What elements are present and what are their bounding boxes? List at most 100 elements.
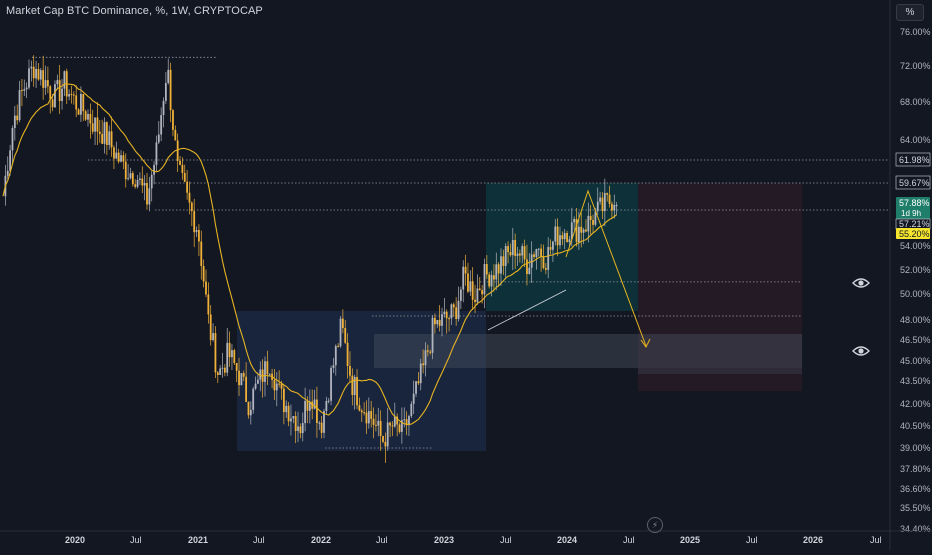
price-tick-label: 42.00% bbox=[900, 399, 931, 409]
candle bbox=[61, 88, 63, 102]
candle bbox=[542, 256, 545, 269]
candle bbox=[500, 256, 502, 274]
price-tick-label: 35.50% bbox=[900, 503, 931, 513]
candle bbox=[462, 266, 465, 290]
candle bbox=[167, 69, 170, 84]
candle bbox=[235, 363, 238, 371]
candle bbox=[301, 423, 304, 434]
ma-value-box bbox=[896, 228, 930, 239]
candle bbox=[351, 375, 354, 395]
year-label: 2020 bbox=[65, 535, 85, 545]
candle bbox=[589, 215, 592, 221]
candle bbox=[162, 100, 165, 116]
candle bbox=[431, 317, 434, 353]
candle bbox=[21, 90, 23, 92]
candle bbox=[294, 416, 297, 431]
candle bbox=[436, 319, 439, 325]
candle bbox=[122, 155, 125, 162]
candle bbox=[129, 173, 132, 179]
candle bbox=[507, 246, 509, 253]
support-zone-box bbox=[374, 334, 802, 368]
candle bbox=[495, 264, 498, 280]
candle bbox=[108, 131, 111, 145]
candle bbox=[35, 68, 37, 79]
candle bbox=[54, 84, 56, 108]
candle bbox=[280, 383, 283, 389]
candle bbox=[13, 115, 16, 128]
candle bbox=[457, 300, 460, 319]
candle bbox=[148, 188, 151, 205]
candle bbox=[417, 381, 420, 384]
candle bbox=[77, 109, 80, 115]
candle bbox=[273, 380, 276, 391]
eye-icon[interactable] bbox=[852, 345, 870, 357]
price-tick-label: 76.00% bbox=[900, 27, 931, 37]
candle bbox=[94, 117, 96, 132]
candle bbox=[316, 399, 318, 423]
candle bbox=[511, 240, 514, 256]
candle bbox=[429, 351, 432, 353]
candle bbox=[84, 111, 87, 120]
year-label: 2022 bbox=[311, 535, 331, 545]
candle bbox=[613, 205, 616, 211]
candle bbox=[580, 226, 583, 233]
candle bbox=[502, 256, 505, 266]
chart-title: Market Cap BTC Dominance, %, 1W, CRYPTOC… bbox=[6, 5, 263, 17]
candle bbox=[131, 173, 134, 185]
candle bbox=[200, 241, 203, 267]
candle bbox=[434, 317, 436, 325]
candle bbox=[533, 254, 535, 258]
price-tick-label: 45.00% bbox=[900, 356, 931, 366]
candle bbox=[389, 422, 391, 426]
eye-icon[interactable] bbox=[852, 277, 870, 289]
price-label-57-21: 57.21% bbox=[899, 219, 930, 229]
candle bbox=[582, 229, 585, 233]
candle bbox=[188, 192, 191, 203]
candle bbox=[341, 318, 344, 329]
price-tick-label: 46.50% bbox=[900, 335, 931, 345]
candle bbox=[330, 367, 332, 401]
price-tick-label: 40.50% bbox=[900, 421, 931, 431]
candle bbox=[459, 289, 462, 301]
candle bbox=[259, 369, 262, 380]
candle bbox=[9, 150, 12, 171]
candle bbox=[75, 95, 78, 110]
candle bbox=[384, 441, 387, 447]
candle bbox=[242, 373, 245, 377]
projection-arrow bbox=[565, 189, 647, 347]
candle bbox=[535, 248, 538, 258]
candle bbox=[370, 411, 373, 419]
month-label: Jul bbox=[253, 535, 265, 545]
candle bbox=[455, 307, 458, 319]
candle bbox=[426, 350, 429, 352]
candle bbox=[120, 155, 122, 162]
candle bbox=[164, 83, 167, 101]
lightning-icon[interactable]: ⚡ bbox=[647, 517, 663, 533]
candle bbox=[424, 350, 427, 366]
year-label: 2023 bbox=[434, 535, 454, 545]
candle bbox=[585, 229, 587, 232]
candle bbox=[198, 230, 200, 242]
candle bbox=[209, 314, 212, 341]
candle bbox=[540, 248, 543, 257]
month-label: Jul bbox=[376, 535, 388, 545]
candle bbox=[594, 211, 597, 225]
candle bbox=[179, 160, 181, 165]
candle bbox=[518, 253, 521, 256]
candle bbox=[82, 93, 85, 112]
candle bbox=[37, 68, 40, 80]
candle bbox=[570, 222, 573, 240]
candle bbox=[290, 418, 292, 422]
candle bbox=[568, 239, 571, 243]
candle bbox=[157, 134, 160, 143]
candles bbox=[4, 55, 618, 463]
candle bbox=[176, 140, 179, 161]
percent-scale-button[interactable]: % bbox=[896, 4, 924, 21]
candle bbox=[141, 178, 144, 186]
price-tick-label: 64.00% bbox=[900, 135, 931, 145]
candle bbox=[247, 401, 250, 416]
candle bbox=[240, 373, 243, 386]
price-tick-label: 68.00% bbox=[900, 97, 931, 107]
